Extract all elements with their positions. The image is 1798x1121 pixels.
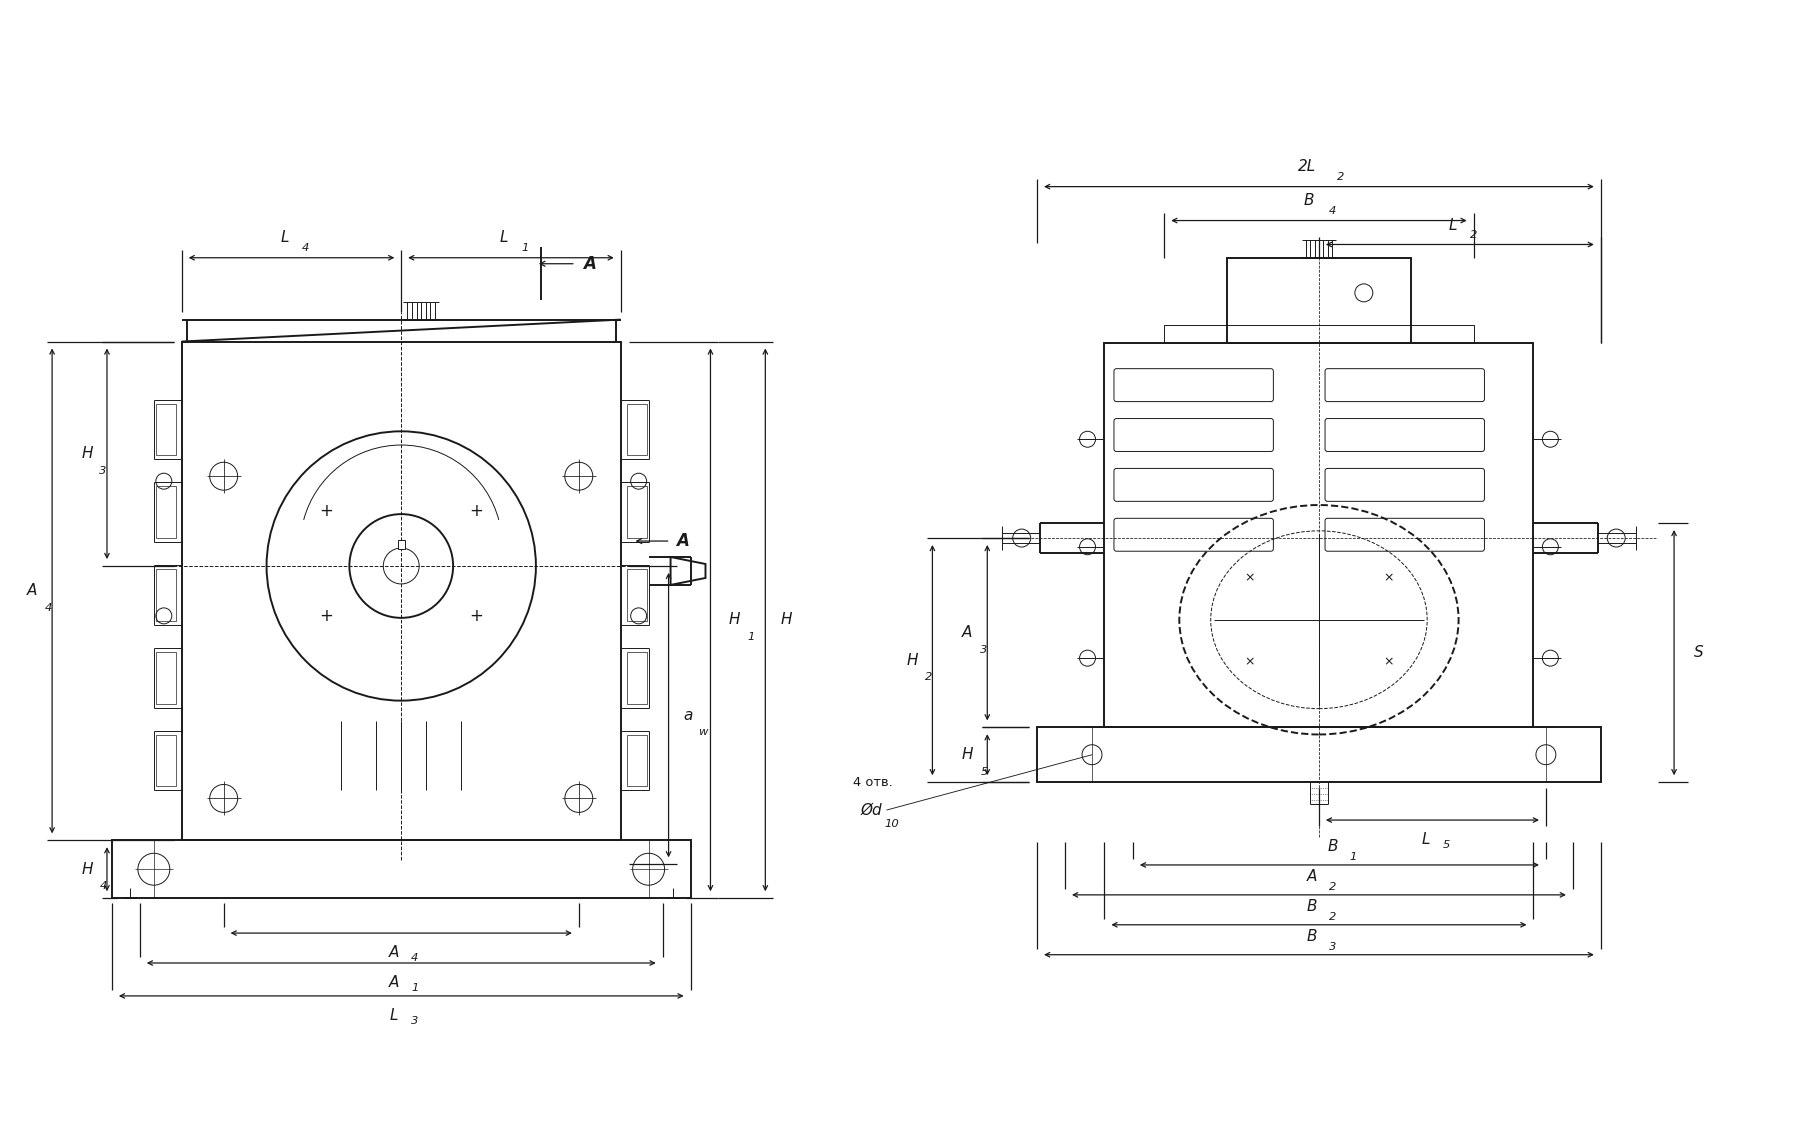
Text: 2: 2 (1329, 882, 1336, 892)
Text: 2L: 2L (1298, 159, 1316, 174)
Text: 3: 3 (412, 1016, 419, 1026)
Text: 10: 10 (885, 819, 899, 830)
Text: Ød: Ød (861, 803, 883, 817)
Text: 2: 2 (926, 673, 933, 682)
Text: 2: 2 (1469, 231, 1478, 241)
Text: L: L (1449, 217, 1456, 232)
Text: A: A (962, 626, 973, 640)
Text: A: A (27, 583, 38, 599)
Text: A: A (676, 532, 689, 550)
Text: ×: × (1383, 655, 1393, 668)
Bar (1165, 325, 1474, 343)
Text: A: A (1307, 869, 1318, 883)
Text: L: L (500, 230, 509, 244)
Text: L: L (1420, 832, 1429, 847)
Text: +: + (320, 502, 333, 520)
Text: H: H (962, 748, 973, 762)
Text: A: A (388, 975, 399, 990)
Bar (1226, 259, 1411, 343)
Text: 4: 4 (412, 953, 419, 963)
Bar (156, 487, 176, 538)
Text: 2: 2 (1329, 911, 1336, 921)
Text: 1: 1 (748, 632, 755, 642)
Text: +: + (469, 502, 484, 520)
Text: ×: × (1244, 572, 1255, 584)
Text: 1: 1 (521, 243, 529, 252)
Text: 4: 4 (101, 881, 108, 891)
Text: H: H (906, 652, 919, 668)
Bar (111, 841, 690, 898)
Text: 4 отв.: 4 отв. (852, 776, 892, 789)
Text: H: H (728, 612, 741, 628)
Text: +: + (469, 606, 484, 624)
Text: 5: 5 (980, 767, 987, 777)
Bar (1104, 343, 1534, 728)
Text: 3: 3 (99, 465, 106, 475)
Text: B: B (1304, 193, 1314, 207)
Text: 4: 4 (1329, 205, 1336, 215)
Text: L: L (390, 1008, 399, 1022)
Text: B: B (1307, 899, 1318, 914)
Text: 4: 4 (45, 603, 52, 613)
Text: 4: 4 (302, 243, 309, 252)
Text: H: H (81, 862, 93, 877)
Text: 5: 5 (1442, 840, 1449, 850)
Bar (628, 487, 647, 538)
Text: 1: 1 (1350, 852, 1357, 862)
Bar (628, 404, 647, 455)
Text: a: a (683, 707, 692, 723)
Bar (1037, 728, 1600, 782)
Bar (628, 734, 647, 787)
Text: A: A (388, 945, 399, 960)
Text: +: + (320, 606, 333, 624)
Bar (628, 652, 647, 704)
Text: B: B (1307, 928, 1318, 944)
Bar (156, 569, 176, 621)
Text: S: S (1694, 645, 1705, 660)
Bar (628, 569, 647, 621)
Text: 2: 2 (1338, 172, 1345, 182)
Text: A: A (583, 254, 595, 272)
Text: B: B (1327, 839, 1338, 854)
Text: L: L (280, 230, 289, 244)
Bar (182, 342, 620, 841)
Bar (397, 540, 405, 549)
Text: H: H (81, 446, 93, 461)
Text: ×: × (1383, 572, 1393, 584)
Text: ×: × (1244, 655, 1255, 668)
Bar (156, 734, 176, 787)
Text: 3: 3 (1329, 942, 1336, 952)
Text: 3: 3 (980, 645, 987, 655)
Bar (156, 404, 176, 455)
Bar (156, 652, 176, 704)
Text: H: H (780, 612, 791, 628)
Text: 1: 1 (412, 983, 419, 993)
Text: w: w (698, 728, 708, 738)
